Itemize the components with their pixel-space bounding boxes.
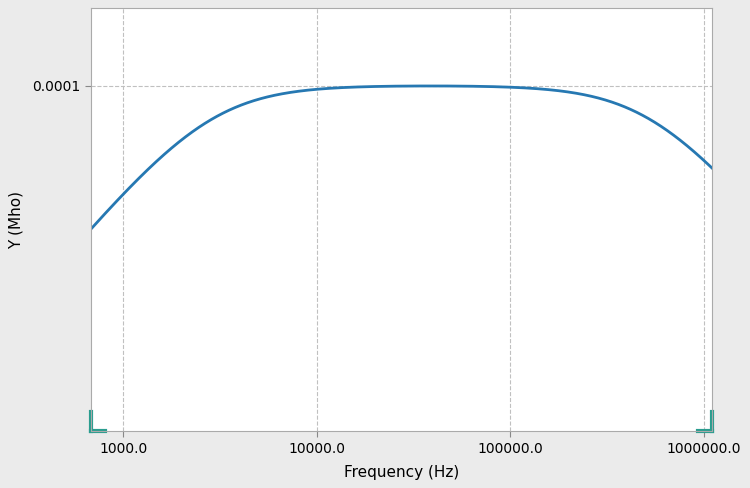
Y-axis label: Y (Mho): Y (Mho)	[8, 191, 23, 249]
X-axis label: Frequency (Hz): Frequency (Hz)	[344, 465, 459, 480]
